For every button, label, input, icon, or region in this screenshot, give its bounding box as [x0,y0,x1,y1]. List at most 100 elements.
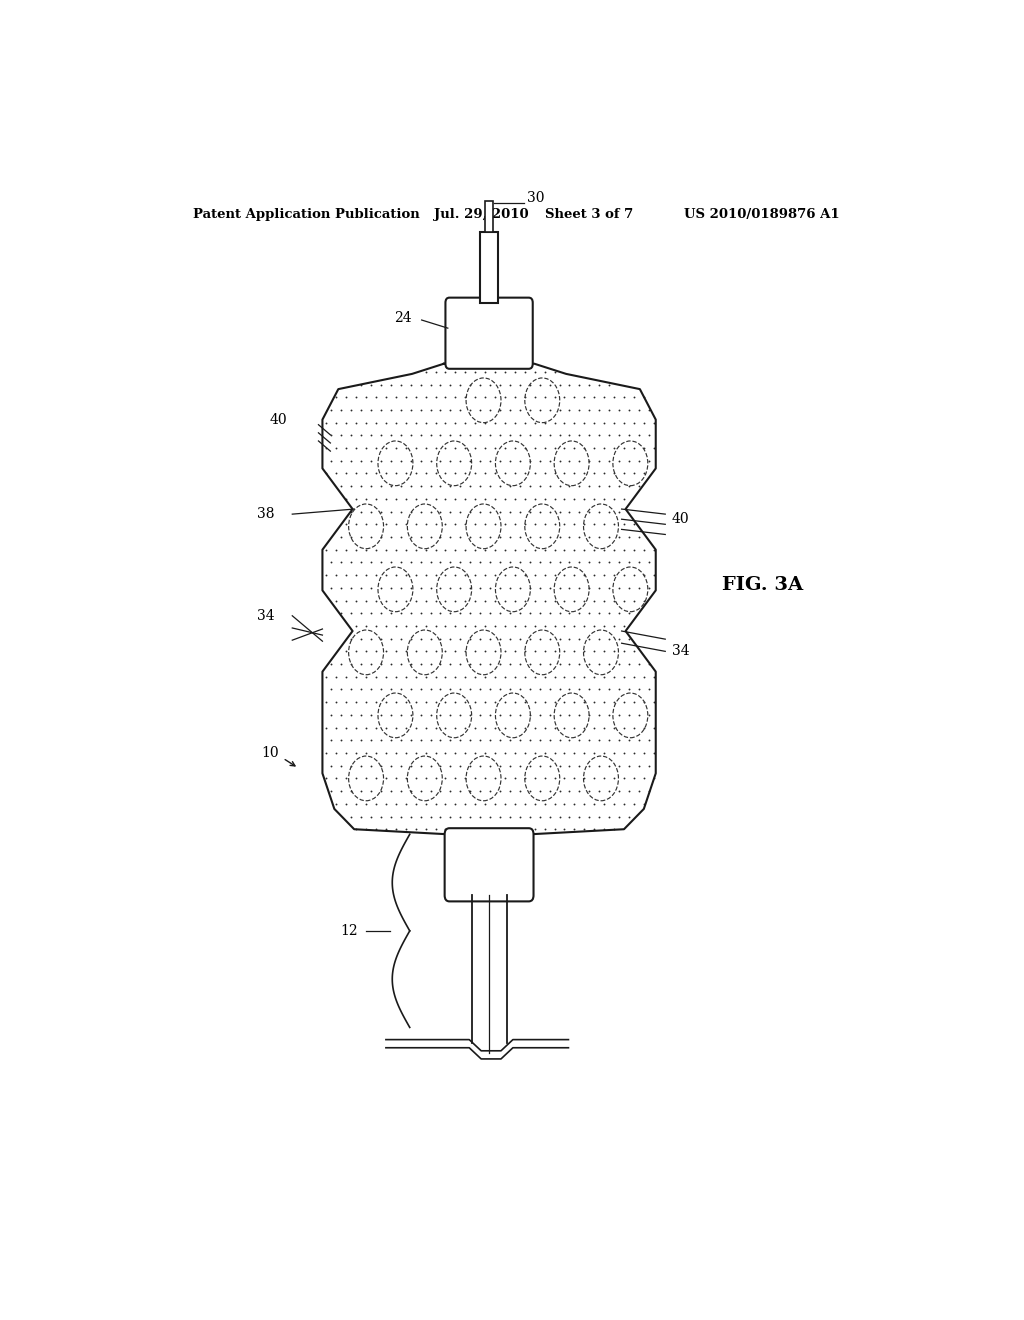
Point [388,640,404,661]
Point [388,565,404,586]
Point [581,755,597,776]
Point [556,590,572,611]
FancyBboxPatch shape [444,828,534,902]
Point [641,552,657,573]
Point [502,730,518,751]
Point [348,387,365,408]
Point [615,590,632,611]
Point [601,400,617,421]
Point [467,565,483,586]
Point [477,590,494,611]
Point [586,640,602,661]
Point [486,362,503,383]
Point [497,818,513,840]
Point [467,463,483,484]
Point [362,628,379,649]
Point [328,793,344,814]
Point [577,437,593,458]
Point [453,730,469,751]
Point [601,807,617,828]
Point [621,527,637,548]
Point [472,780,488,801]
Point [606,793,623,814]
Point [641,730,657,751]
Point [477,717,494,738]
Point [392,374,409,395]
Point [586,818,602,840]
Point [432,807,449,828]
Point [542,475,558,496]
Point [397,667,414,688]
Point [561,374,578,395]
Point [343,475,359,496]
Point [556,412,572,433]
Point [512,502,528,523]
Point [645,412,662,433]
Point [437,565,454,586]
Point [497,387,513,408]
Point [591,755,607,776]
Point [368,692,384,713]
Point [526,488,543,510]
Point [497,692,513,713]
Point [507,640,523,661]
Point [482,400,499,421]
Point [507,692,523,713]
Point [442,755,459,776]
Point [566,590,583,611]
Point [626,387,642,408]
Point [542,780,558,801]
Point [507,818,523,840]
Point [507,793,523,814]
Point [521,628,538,649]
Text: 38: 38 [257,507,274,521]
Point [437,590,454,611]
Point [482,552,499,573]
Point [442,450,459,471]
Point [392,527,409,548]
Point [453,603,469,624]
Point [537,818,553,840]
Point [418,667,434,688]
Point [521,807,538,828]
Point [422,577,438,598]
Point [482,502,499,523]
Point [486,667,503,688]
Point [343,653,359,675]
Point [561,653,578,675]
Point [606,615,623,636]
Point [378,742,394,763]
Point [566,768,583,789]
Point [615,692,632,713]
Point [551,653,567,675]
Point [477,793,494,814]
Point [486,615,503,636]
Point [636,412,652,433]
Point [556,615,572,636]
Point [537,387,553,408]
Point [472,678,488,700]
Point [566,387,583,408]
Point [512,807,528,828]
Point [402,603,419,624]
Point [566,412,583,433]
Point [581,780,597,801]
Point [472,705,488,726]
Point [517,793,534,814]
Point [507,615,523,636]
Point [467,667,483,688]
Point [586,717,602,738]
Point [437,463,454,484]
Point [383,552,399,573]
Point [392,475,409,496]
Point [442,653,459,675]
Point [462,807,478,828]
Point [507,717,523,738]
Point [626,412,642,433]
Point [333,780,349,801]
Point [373,502,389,523]
Point [348,640,365,661]
Point [547,590,563,611]
Point [611,730,628,751]
Point [586,768,602,789]
